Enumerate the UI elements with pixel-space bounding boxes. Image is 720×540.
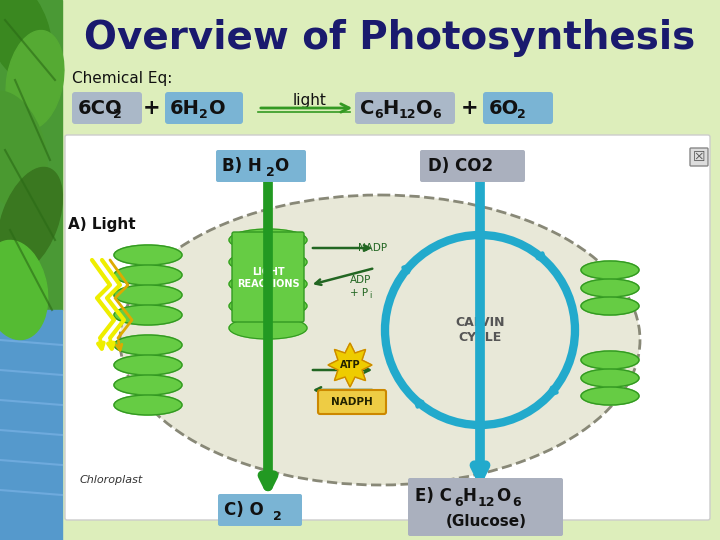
- Text: +: +: [462, 98, 479, 118]
- Text: + P: + P: [350, 288, 368, 298]
- Ellipse shape: [6, 31, 64, 130]
- FancyBboxPatch shape: [72, 92, 142, 124]
- Text: LIGHT
REACTIONS: LIGHT REACTIONS: [237, 267, 300, 289]
- Polygon shape: [328, 343, 372, 387]
- Text: O: O: [209, 98, 225, 118]
- Text: NADPH: NADPH: [331, 397, 373, 407]
- Text: O: O: [274, 157, 288, 175]
- Text: O: O: [416, 98, 433, 118]
- Text: Overview of Photosynthesis: Overview of Photosynthesis: [84, 19, 696, 57]
- Text: 6O: 6O: [489, 98, 519, 118]
- Ellipse shape: [229, 251, 307, 273]
- FancyBboxPatch shape: [690, 148, 708, 166]
- Text: 6H: 6H: [170, 98, 200, 118]
- Text: C) O: C) O: [224, 501, 264, 519]
- Ellipse shape: [114, 375, 182, 395]
- Ellipse shape: [114, 265, 182, 285]
- FancyBboxPatch shape: [165, 92, 243, 124]
- Text: Chloroplast: Chloroplast: [80, 475, 143, 485]
- FancyBboxPatch shape: [408, 478, 563, 536]
- FancyBboxPatch shape: [65, 135, 710, 520]
- Polygon shape: [0, 0, 62, 310]
- FancyBboxPatch shape: [483, 92, 553, 124]
- Ellipse shape: [0, 167, 63, 273]
- Ellipse shape: [581, 297, 639, 315]
- FancyBboxPatch shape: [420, 150, 525, 182]
- Text: 2: 2: [266, 165, 275, 179]
- Text: 12: 12: [399, 107, 416, 120]
- Text: 6: 6: [512, 496, 521, 509]
- Text: 12: 12: [478, 496, 495, 509]
- Text: +: +: [143, 98, 161, 118]
- Ellipse shape: [114, 245, 182, 265]
- Text: 2: 2: [113, 107, 122, 120]
- Ellipse shape: [229, 229, 307, 251]
- Ellipse shape: [0, 240, 48, 340]
- Text: H: H: [462, 487, 476, 505]
- Ellipse shape: [581, 261, 639, 279]
- Text: light: light: [293, 92, 327, 107]
- FancyBboxPatch shape: [355, 92, 455, 124]
- FancyBboxPatch shape: [218, 494, 302, 526]
- Ellipse shape: [0, 91, 48, 208]
- Ellipse shape: [120, 195, 640, 485]
- Text: CALVIN
CYCLE: CALVIN CYCLE: [455, 316, 505, 344]
- Text: Chemical Eq:: Chemical Eq:: [72, 71, 172, 85]
- Text: O: O: [496, 487, 510, 505]
- FancyBboxPatch shape: [318, 390, 386, 414]
- Text: B) H: B) H: [222, 157, 262, 175]
- Text: (Glucose): (Glucose): [446, 515, 526, 530]
- Ellipse shape: [581, 279, 639, 297]
- Polygon shape: [0, 310, 62, 540]
- Ellipse shape: [114, 285, 182, 305]
- Ellipse shape: [0, 0, 52, 83]
- Text: i: i: [369, 292, 372, 300]
- Text: D) CO2: D) CO2: [428, 157, 493, 175]
- Ellipse shape: [114, 355, 182, 375]
- Ellipse shape: [114, 335, 182, 355]
- Text: 6: 6: [374, 107, 382, 120]
- Text: 6: 6: [432, 107, 441, 120]
- Text: ☒: ☒: [693, 150, 706, 164]
- Text: 2: 2: [199, 107, 208, 120]
- Text: 2: 2: [517, 107, 526, 120]
- Text: C: C: [360, 98, 374, 118]
- Ellipse shape: [114, 395, 182, 415]
- Ellipse shape: [229, 317, 307, 339]
- Text: E) C: E) C: [415, 487, 452, 505]
- Ellipse shape: [581, 369, 639, 387]
- Text: 6CO: 6CO: [78, 98, 122, 118]
- FancyBboxPatch shape: [232, 232, 304, 322]
- Ellipse shape: [229, 273, 307, 295]
- Ellipse shape: [581, 351, 639, 369]
- Text: H: H: [382, 98, 398, 118]
- Text: 6: 6: [454, 496, 463, 509]
- Ellipse shape: [114, 305, 182, 325]
- FancyBboxPatch shape: [216, 150, 306, 182]
- Text: ATP: ATP: [340, 360, 360, 370]
- Ellipse shape: [229, 295, 307, 317]
- Text: 2: 2: [273, 510, 282, 523]
- Text: NADP: NADP: [358, 243, 387, 253]
- Ellipse shape: [581, 387, 639, 405]
- Text: ADP: ADP: [350, 275, 372, 285]
- Text: A) Light: A) Light: [68, 218, 135, 233]
